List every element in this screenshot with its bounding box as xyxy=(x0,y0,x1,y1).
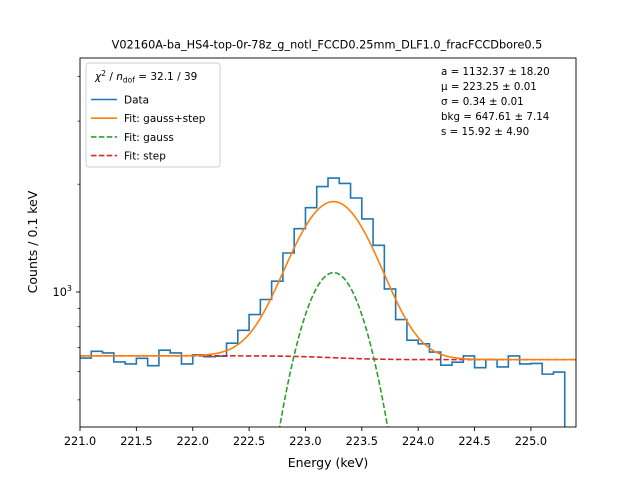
legend: χ2 / ndof = 32.1 / 39 Data Fit: gauss+ste… xyxy=(85,62,221,168)
x-tick-label: 221.0 xyxy=(64,435,96,448)
x-tick-label: 224.5 xyxy=(458,435,490,448)
plot-area xyxy=(79,57,577,428)
chart-title: V02160A-ba_HS4-top-0r-78z_g_notl_FCCD0.2… xyxy=(112,39,543,52)
legend-label: Fit: gauss xyxy=(124,132,174,144)
x-tick-label: 222.0 xyxy=(177,435,209,448)
fit-parameter-text: μ = 223.25 ± 0.01 xyxy=(441,81,537,93)
plot-frame xyxy=(79,57,577,428)
fit-gauss-curve xyxy=(278,271,389,427)
x-tick-label: 223.0 xyxy=(289,435,321,448)
legend-chi2-header: χ2 / ndof = 32.1 / 39 xyxy=(94,69,197,85)
legend-frame xyxy=(85,62,221,168)
legend-label: Data xyxy=(124,95,149,107)
fit-parameter-text: a = 1132.37 ± 18.20 xyxy=(441,66,550,78)
x-tick-label: 221.5 xyxy=(120,435,152,448)
data-step-series xyxy=(80,177,566,427)
legend-label: Fit: step xyxy=(124,151,166,163)
fit-parameter-box: a = 1132.37 ± 18.20 μ = 223.25 ± 0.01 σ = … xyxy=(441,66,550,138)
fit-gauss-step-curve xyxy=(80,200,576,361)
y-tick-label: 103 xyxy=(53,284,72,299)
y-axis-ticks: 103 xyxy=(53,75,80,401)
x-tick-label: 224.0 xyxy=(402,435,434,448)
y-axis-label: Counts / 0.1 keV xyxy=(25,190,40,293)
x-tick-label: 222.5 xyxy=(233,435,265,448)
x-axis-label: Energy (keV) xyxy=(288,455,369,470)
legend-label: Fit: gauss+step xyxy=(124,113,206,125)
fit-parameter-text: bkg = 647.61 ± 7.14 xyxy=(441,111,549,123)
fit-parameter-text: σ = 0.34 ± 0.01 xyxy=(441,96,524,108)
legend-entries: Data Fit: gauss+step Fit: gauss Fit: step xyxy=(91,95,206,163)
x-axis-ticks: 221.0 221.5 222.0 222.5 223.0 223.5 224.0 224.5… xyxy=(64,427,547,448)
x-tick-label: 223.5 xyxy=(346,435,378,448)
x-tick-label: 225.0 xyxy=(515,435,547,448)
fit-parameter-text: s = 15.92 ± 4.90 xyxy=(441,126,529,138)
